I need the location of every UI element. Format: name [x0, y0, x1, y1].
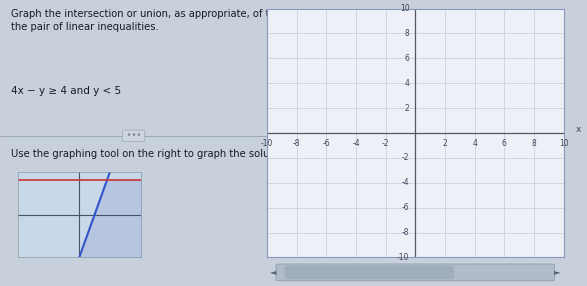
Text: ►: ►	[554, 267, 561, 276]
Text: -10: -10	[397, 253, 409, 262]
Text: 4: 4	[472, 139, 477, 148]
Text: •••: •••	[124, 131, 143, 140]
Text: 8: 8	[531, 139, 537, 148]
Text: 6: 6	[502, 139, 507, 148]
Text: -2: -2	[402, 153, 409, 162]
Text: Graph the intersection or union, as appropriate, of the solutions of
the pair of: Graph the intersection or union, as appr…	[11, 9, 342, 32]
Text: 6: 6	[404, 54, 409, 63]
Text: x: x	[575, 125, 581, 134]
Text: 2: 2	[404, 104, 409, 113]
Text: 10: 10	[400, 4, 409, 13]
Text: -6: -6	[402, 203, 409, 212]
Text: -4: -4	[352, 139, 360, 148]
Text: 4x − y ≥ 4 and y < 5: 4x − y ≥ 4 and y < 5	[11, 86, 121, 96]
Text: Use the graphing tool on the right to graph the solution.: Use the graphing tool on the right to gr…	[11, 149, 291, 159]
FancyBboxPatch shape	[276, 264, 555, 281]
Text: -8: -8	[293, 139, 301, 148]
Text: -10: -10	[261, 139, 274, 148]
Text: Click to
enlarge
graph: Click to enlarge graph	[79, 182, 116, 220]
Text: 10: 10	[559, 139, 568, 148]
Text: -8: -8	[402, 228, 409, 237]
Text: 2: 2	[443, 139, 447, 148]
Text: -2: -2	[382, 139, 389, 148]
FancyBboxPatch shape	[285, 266, 454, 279]
Text: ◄: ◄	[270, 267, 276, 276]
Text: 4: 4	[404, 79, 409, 88]
Text: -4: -4	[402, 178, 409, 187]
Text: 8: 8	[404, 29, 409, 38]
Text: -6: -6	[323, 139, 330, 148]
